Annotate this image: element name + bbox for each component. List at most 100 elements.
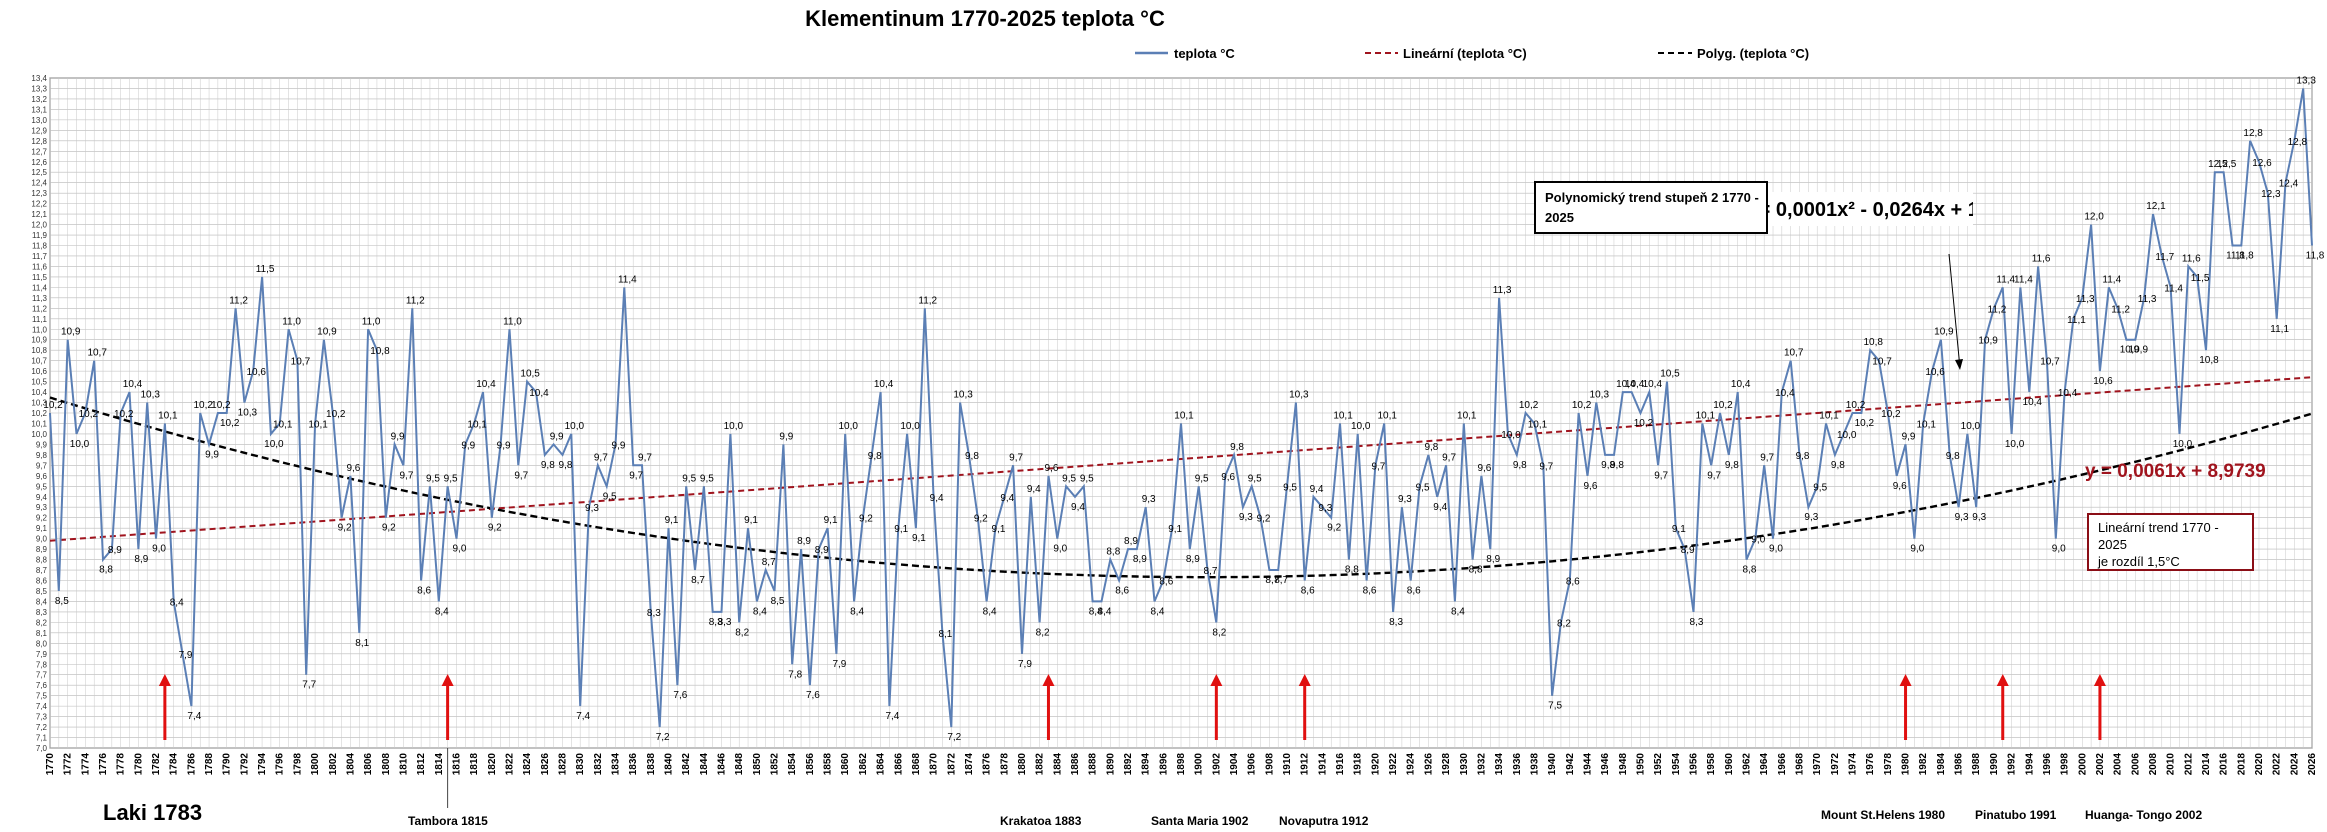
data-label: 11,5 [256,264,275,275]
y-tick-label: 10,4 [31,388,47,397]
x-tick-label: 1864 [876,753,887,776]
volcano-arrow-head [1899,674,1912,686]
data-label: 10,1 [1333,410,1353,421]
x-tick-label: 1898 [1176,753,1187,776]
data-label: 9,0 [1053,544,1067,555]
data-label: 8,3 [709,617,723,628]
y-tick-label: 7,9 [36,650,48,659]
linear-box-line-1: Lineární trend 1770 - [2098,520,2219,535]
data-label: 8,8 [1345,565,1359,576]
data-label: 9,8 [1946,451,1960,462]
data-label: 11,4 [2164,283,2183,294]
y-tick-label: 12,7 [31,147,47,156]
data-label: 10,0 [724,421,744,432]
data-label: 7,9 [832,659,846,670]
data-label: 10,0 [900,421,920,432]
poly-equation-clip: y = 0,0001x² - 0,0264x + 10,374 [1742,199,2030,221]
x-tick-label: 2020 [2254,753,2265,776]
data-label: 10,4 [2058,388,2078,399]
data-label: 11,4 [618,274,637,285]
data-label: 10,0 [2173,439,2193,450]
y-tick-label: 12,0 [31,221,47,230]
data-label: 9,0 [1751,535,1765,546]
x-tick-label: 1886 [1070,753,1081,776]
y-tick-label: 10,9 [31,336,47,345]
data-label: 9,4 [1071,502,1085,513]
y-tick-label: 12,1 [31,210,47,219]
data-label: 10,8 [370,346,390,357]
data-label: 8,6 [1115,586,1129,597]
data-label: 10,7 [1784,348,1804,359]
data-label: 12,6 [2252,158,2272,169]
data-label: 13,3 [2296,75,2316,86]
data-label: 10,9 [317,327,337,338]
x-tick-label: 1800 [310,753,321,776]
poly-equation-background [1768,192,1973,226]
x-tick-label: 1878 [999,753,1010,776]
x-tick-label: 1916 [1335,753,1346,776]
y-tick-label: 7,0 [36,744,48,753]
x-tick-label: 1872 [946,753,957,776]
data-label: 9,5 [1062,473,1076,484]
x-tick-label: 1956 [1688,753,1699,776]
data-label: 10,0 [565,421,585,432]
x-tick-label: 1776 [98,753,109,776]
data-label: 8,4 [1151,606,1165,617]
x-tick-label: 1926 [1423,753,1434,776]
x-tick-label: 1972 [1830,753,1841,776]
data-label: 10,9 [2129,345,2149,356]
data-label: 11,8 [2235,251,2254,262]
x-tick-label: 1974 [1848,753,1859,776]
data-label: 9,0 [1910,544,1924,555]
data-label: 9,8 [868,451,882,462]
data-label: 9,5 [1813,482,1827,493]
data-label: 9,3 [585,503,599,514]
y-tick-label: 13,1 [31,105,47,114]
y-tick-label: 11,2 [32,304,48,313]
x-tick-label: 1808 [381,753,392,776]
x-tick-label: 1992 [2007,753,2018,776]
x-tick-label: 2018 [2236,753,2247,776]
data-label: 9,6 [1477,463,1491,474]
y-tick-label: 11,9 [32,231,48,240]
data-label: 8,7 [691,575,705,586]
data-label: 9,3 [1955,512,1969,523]
x-tick-label: 1968 [1795,753,1806,776]
x-tick-label: 1874 [964,753,975,776]
x-tick-label: 1840 [664,753,675,776]
data-label: 9,2 [1257,514,1271,525]
data-label: 10,4 [1775,388,1795,399]
data-label: 10,0 [1961,421,1981,432]
x-tick-label: 2000 [2077,753,2088,776]
linear-annotation-box [2087,513,2254,571]
x-tick-label: 1924 [1406,753,1417,776]
data-label: 12,8 [2288,137,2308,148]
data-label: 8,8 [1743,565,1757,576]
x-tick-label: 1810 [398,753,409,776]
data-label: 10,0 [1837,430,1857,441]
x-tick-label: 1836 [628,753,639,776]
data-label: 9,0 [152,544,166,555]
x-tick-label: 1980 [1901,753,1912,776]
data-label: 9,8 [1796,451,1810,462]
data-label: 12,1 [2146,201,2166,212]
data-label: 8,2 [735,627,749,638]
x-tick-label: 1984 [1936,753,1947,776]
data-label: 9,7 [1371,461,1385,472]
y-tick-label: 11,3 [32,294,48,303]
volcano-arrow-head [1210,674,1223,686]
data-label: 12,4 [2279,179,2299,190]
data-label: 9,5 [603,491,617,502]
x-tick-label: 1854 [787,753,798,776]
data-label: 9,9 [550,431,564,442]
volcano-arrow-head [158,674,171,686]
data-label: 10,2 [79,409,99,420]
data-label: 9,7 [629,470,643,481]
volcano-arrow-head [1042,674,1055,686]
x-tick-label: 1778 [116,753,127,776]
data-label: 7,2 [947,732,961,743]
data-label: 9,0 [2052,544,2066,555]
data-label: 9,7 [514,470,528,481]
poly-trend-equation: y = 0,0001x² - 0,0264x + 10,374 [1742,199,2030,221]
data-label: 10,3 [1590,390,1610,401]
